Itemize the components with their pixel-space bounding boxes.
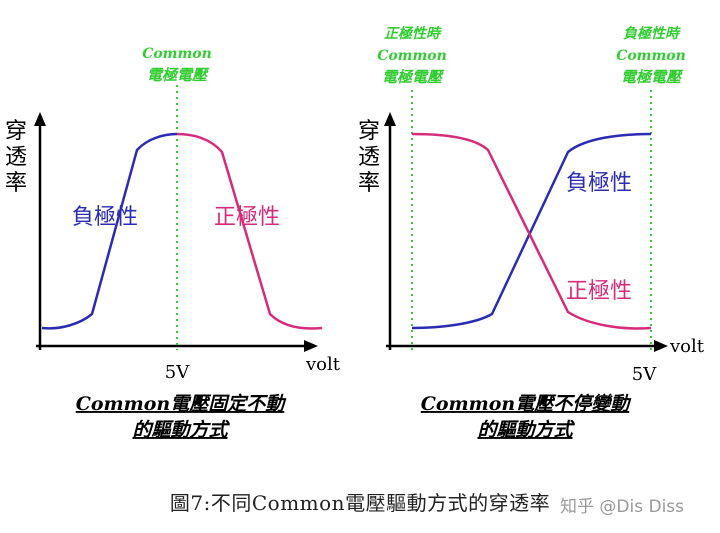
left-common-label-1: Common [142,46,212,62]
left-positive-curve [176,132,323,330]
left-ylabel-3: 率 [5,171,27,196]
right-subtitle-1: Common電壓不停變動 [421,393,632,415]
right-x-axis-arrow-icon [654,340,668,352]
left-panel: 穿 透 率 Common 電極電壓 負極性 正極性 5V volt Common… [5,46,341,441]
right-left-label-3: 電極電壓 [382,68,445,86]
left-x-tick-5v: 5V [165,362,190,383]
left-x-axis-arrow-icon [304,340,318,352]
right-y-axis-arrow-icon [384,112,396,126]
right-x-label: volt [669,336,705,357]
left-y-axis-arrow-icon [34,112,46,126]
right-negative-label: 負極性 [566,171,632,196]
left-negative-curve [41,132,178,330]
right-ylabel-1: 穿 [358,119,380,144]
right-left-label-1: 正極性時 [384,25,442,42]
left-subtitle-1: Common電壓固定不動 [76,393,287,415]
right-positive-curve [411,132,652,330]
left-common-label-2: 電極電壓 [147,66,210,84]
left-negative-label: 負極性 [72,205,138,230]
left-positive-label: 正極性 [214,205,280,230]
right-right-label-3: 電極電壓 [621,68,684,86]
right-ylabel-2: 透 [358,145,380,170]
figure-caption: 圖7:不同Common電壓驅動方式的穿透率 [169,491,551,515]
watermark: 知乎 @Dis Diss [560,497,685,517]
right-left-label-2: Common [377,48,447,64]
right-right-label-2: Common [616,48,686,64]
left-ylabel-2: 透 [5,145,27,170]
right-positive-label: 正極性 [566,279,632,304]
right-right-label-1: 負極性時 [623,25,681,42]
right-ylabel-3: 率 [358,171,380,196]
left-subtitle-2: 的驅動方式 [132,419,230,441]
right-panel: 穿 透 率 正極性時 Common 電極電壓 負極性時 Common 電極電壓 … [358,25,705,441]
right-subtitle-2: 的驅動方式 [477,419,575,441]
left-ylabel-1: 穿 [5,119,27,144]
right-x-tick-5v: 5V [632,364,657,385]
left-x-label: volt [305,354,341,375]
